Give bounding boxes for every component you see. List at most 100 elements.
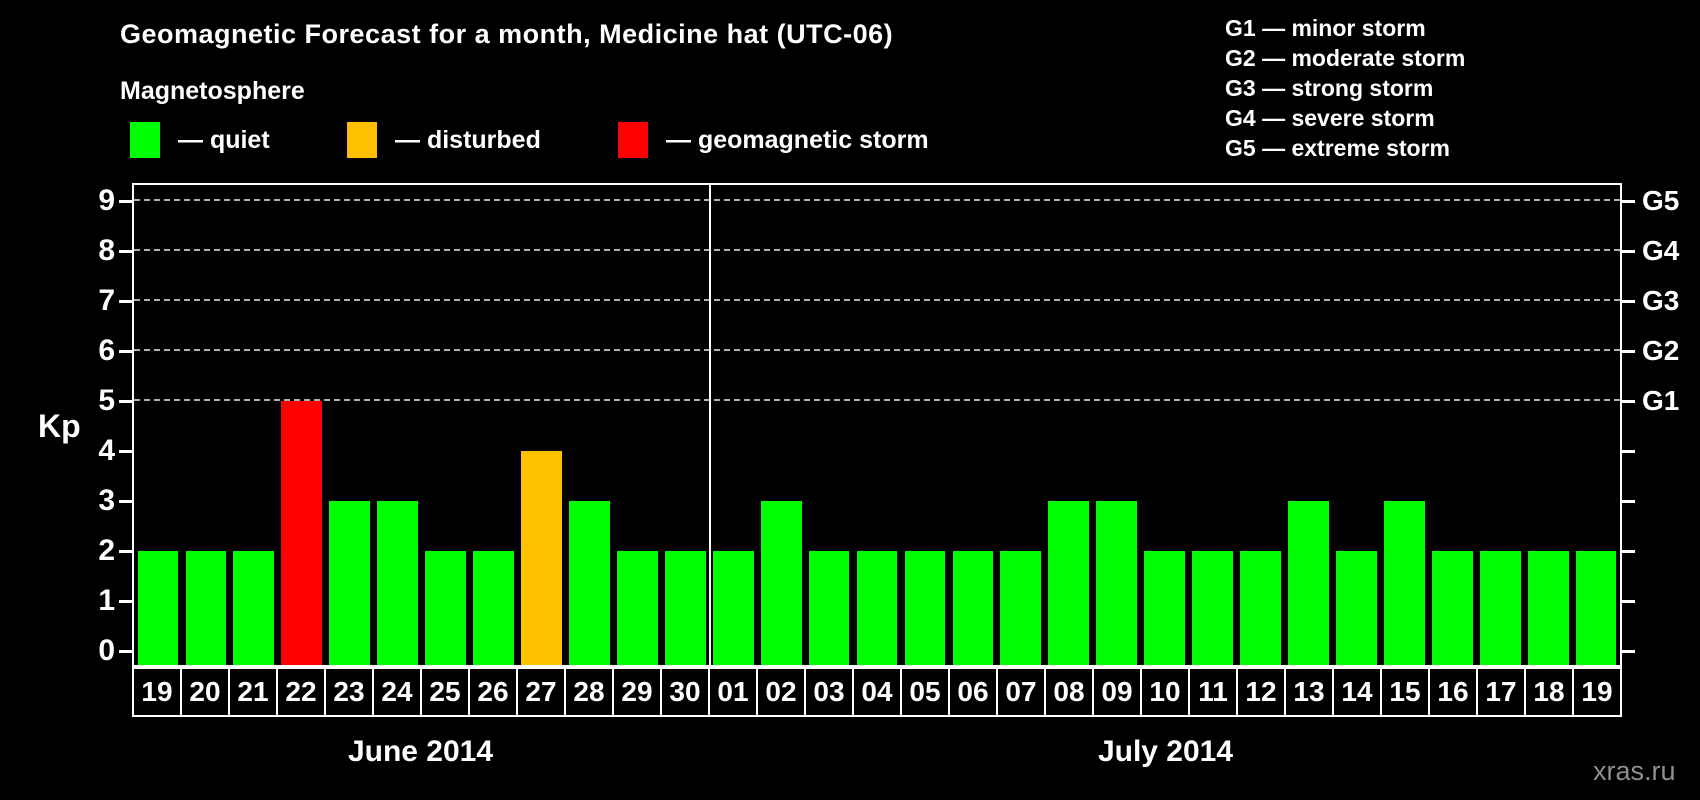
kp-bar-day-10 bbox=[1144, 551, 1186, 665]
bar-slot-05 bbox=[901, 185, 949, 665]
y-tick-label-9: 9 bbox=[98, 184, 115, 217]
right-tick-7 bbox=[1622, 300, 1635, 303]
day-label-12: 12 bbox=[1238, 669, 1286, 715]
y-tick-label-8: 8 bbox=[98, 234, 115, 267]
bar-slot-23 bbox=[326, 185, 374, 665]
kp-bar-day-20 bbox=[185, 551, 227, 665]
day-label-26: 26 bbox=[470, 669, 518, 715]
kp-bar-day-25 bbox=[425, 551, 466, 665]
kp-bar-day-16 bbox=[1431, 551, 1473, 665]
kp-bar-day-27 bbox=[521, 451, 562, 665]
right-tick-3 bbox=[1622, 500, 1635, 503]
kp-bar-day-08 bbox=[1048, 501, 1090, 665]
day-label-24: 24 bbox=[374, 669, 422, 715]
g5-legend-line: G5 — extreme storm bbox=[1225, 135, 1450, 161]
kp-bar-day-19 bbox=[1575, 551, 1617, 665]
left-tick-6 bbox=[119, 350, 132, 353]
day-label-19: 19 bbox=[134, 669, 182, 715]
bar-slot-18 bbox=[1524, 185, 1572, 665]
left-tick-3 bbox=[119, 500, 132, 503]
bar-slot-06 bbox=[949, 185, 997, 665]
left-tick-4 bbox=[119, 450, 132, 453]
right-tick-8 bbox=[1622, 250, 1635, 253]
month-label-july: July 2014 bbox=[1097, 735, 1234, 768]
right-tick-6 bbox=[1622, 350, 1635, 353]
kp-bar-day-29 bbox=[616, 551, 658, 665]
y-tick-label-3: 3 bbox=[98, 484, 115, 517]
bar-slot-28 bbox=[565, 185, 613, 665]
bar-slot-29 bbox=[613, 185, 661, 665]
kp-bar-day-21 bbox=[233, 551, 275, 665]
day-label-20: 20 bbox=[182, 669, 230, 715]
day-label-22: 22 bbox=[278, 669, 326, 715]
day-label-15: 15 bbox=[1382, 669, 1430, 715]
bar-slot-19 bbox=[1572, 185, 1620, 665]
bar-slot-09 bbox=[1093, 185, 1141, 665]
kp-bar-day-06 bbox=[952, 551, 994, 665]
g-tick-label-g2: G2 bbox=[1642, 335, 1680, 366]
kp-bar-day-14 bbox=[1336, 551, 1377, 665]
bar-slot-30 bbox=[661, 185, 709, 665]
day-label-02: 02 bbox=[758, 669, 806, 715]
right-tick-5 bbox=[1622, 400, 1635, 403]
y-tick-label-5: 5 bbox=[98, 384, 115, 417]
legend-item-disturbed: — disturbed bbox=[347, 121, 541, 159]
kp-bar-day-22 bbox=[281, 401, 323, 665]
day-label-29: 29 bbox=[614, 669, 662, 715]
month-label-june: June 2014 bbox=[347, 735, 494, 768]
day-label-27: 27 bbox=[518, 669, 566, 715]
right-tick-0 bbox=[1622, 650, 1635, 653]
bar-slot-02 bbox=[757, 185, 805, 665]
left-tick-0 bbox=[119, 650, 132, 653]
kp-bar-day-09 bbox=[1096, 501, 1138, 665]
bar-slot-19 bbox=[134, 185, 182, 665]
bar-slot-12 bbox=[1237, 185, 1285, 665]
g4-legend-line: G4 — severe storm bbox=[1225, 105, 1435, 131]
bar-slot-17 bbox=[1476, 185, 1524, 665]
kp-bar-day-11 bbox=[1192, 551, 1233, 665]
bar-slot-24 bbox=[374, 185, 422, 665]
kp-bar-day-26 bbox=[473, 551, 514, 665]
day-label-28: 28 bbox=[566, 669, 614, 715]
legend-item-storm: — geomagnetic storm bbox=[618, 121, 929, 159]
day-label-30: 30 bbox=[662, 669, 710, 715]
y-tick-label-0: 0 bbox=[98, 634, 115, 667]
kp-bar-day-05 bbox=[904, 551, 946, 665]
disturbed-legend-label: — disturbed bbox=[395, 125, 541, 154]
bar-slot-08 bbox=[1045, 185, 1093, 665]
g-tick-label-g1: G1 bbox=[1642, 385, 1680, 416]
day-label-05: 05 bbox=[902, 669, 950, 715]
bar-slot-20 bbox=[182, 185, 230, 665]
kp-bar-day-07 bbox=[1000, 551, 1042, 665]
bar-slot-03 bbox=[805, 185, 853, 665]
y-tick-label-6: 6 bbox=[98, 334, 115, 367]
disturbed-color-swatch bbox=[347, 122, 377, 158]
kp-bar-day-17 bbox=[1479, 551, 1521, 665]
left-tick-7 bbox=[119, 300, 132, 303]
bar-slot-10 bbox=[1141, 185, 1189, 665]
g-tick-label-g3: G3 bbox=[1642, 285, 1680, 316]
gridline-kp8 bbox=[134, 249, 1620, 251]
kp-bar-day-28 bbox=[569, 501, 610, 665]
left-tick-5 bbox=[119, 400, 132, 403]
g2-legend-line: G2 — moderate storm bbox=[1225, 45, 1466, 71]
day-label-18: 18 bbox=[1526, 669, 1574, 715]
day-label-08: 08 bbox=[1046, 669, 1094, 715]
g-tick-label-g5: G5 bbox=[1642, 185, 1680, 216]
gridline-kp5 bbox=[134, 399, 1620, 401]
day-label-07: 07 bbox=[998, 669, 1046, 715]
left-tick-1 bbox=[119, 600, 132, 603]
bar-slot-22 bbox=[278, 185, 326, 665]
day-label-10: 10 bbox=[1142, 669, 1190, 715]
day-label-14: 14 bbox=[1334, 669, 1382, 715]
bar-slot-14 bbox=[1332, 185, 1380, 665]
g3-legend-line: G3 — strong storm bbox=[1225, 75, 1434, 101]
day-label-13: 13 bbox=[1286, 669, 1334, 715]
magnetosphere-label: Magnetosphere bbox=[120, 77, 305, 105]
legend-item-quiet: — quiet bbox=[130, 121, 270, 159]
kp-bar-day-18 bbox=[1527, 551, 1569, 665]
day-labels-row: 19 20 21 22 23 24 25 26 27 28 29 30 01 02 03 04 05 06 07 08… bbox=[132, 667, 1622, 717]
day-label-04: 04 bbox=[854, 669, 902, 715]
plot-area bbox=[132, 183, 1622, 667]
